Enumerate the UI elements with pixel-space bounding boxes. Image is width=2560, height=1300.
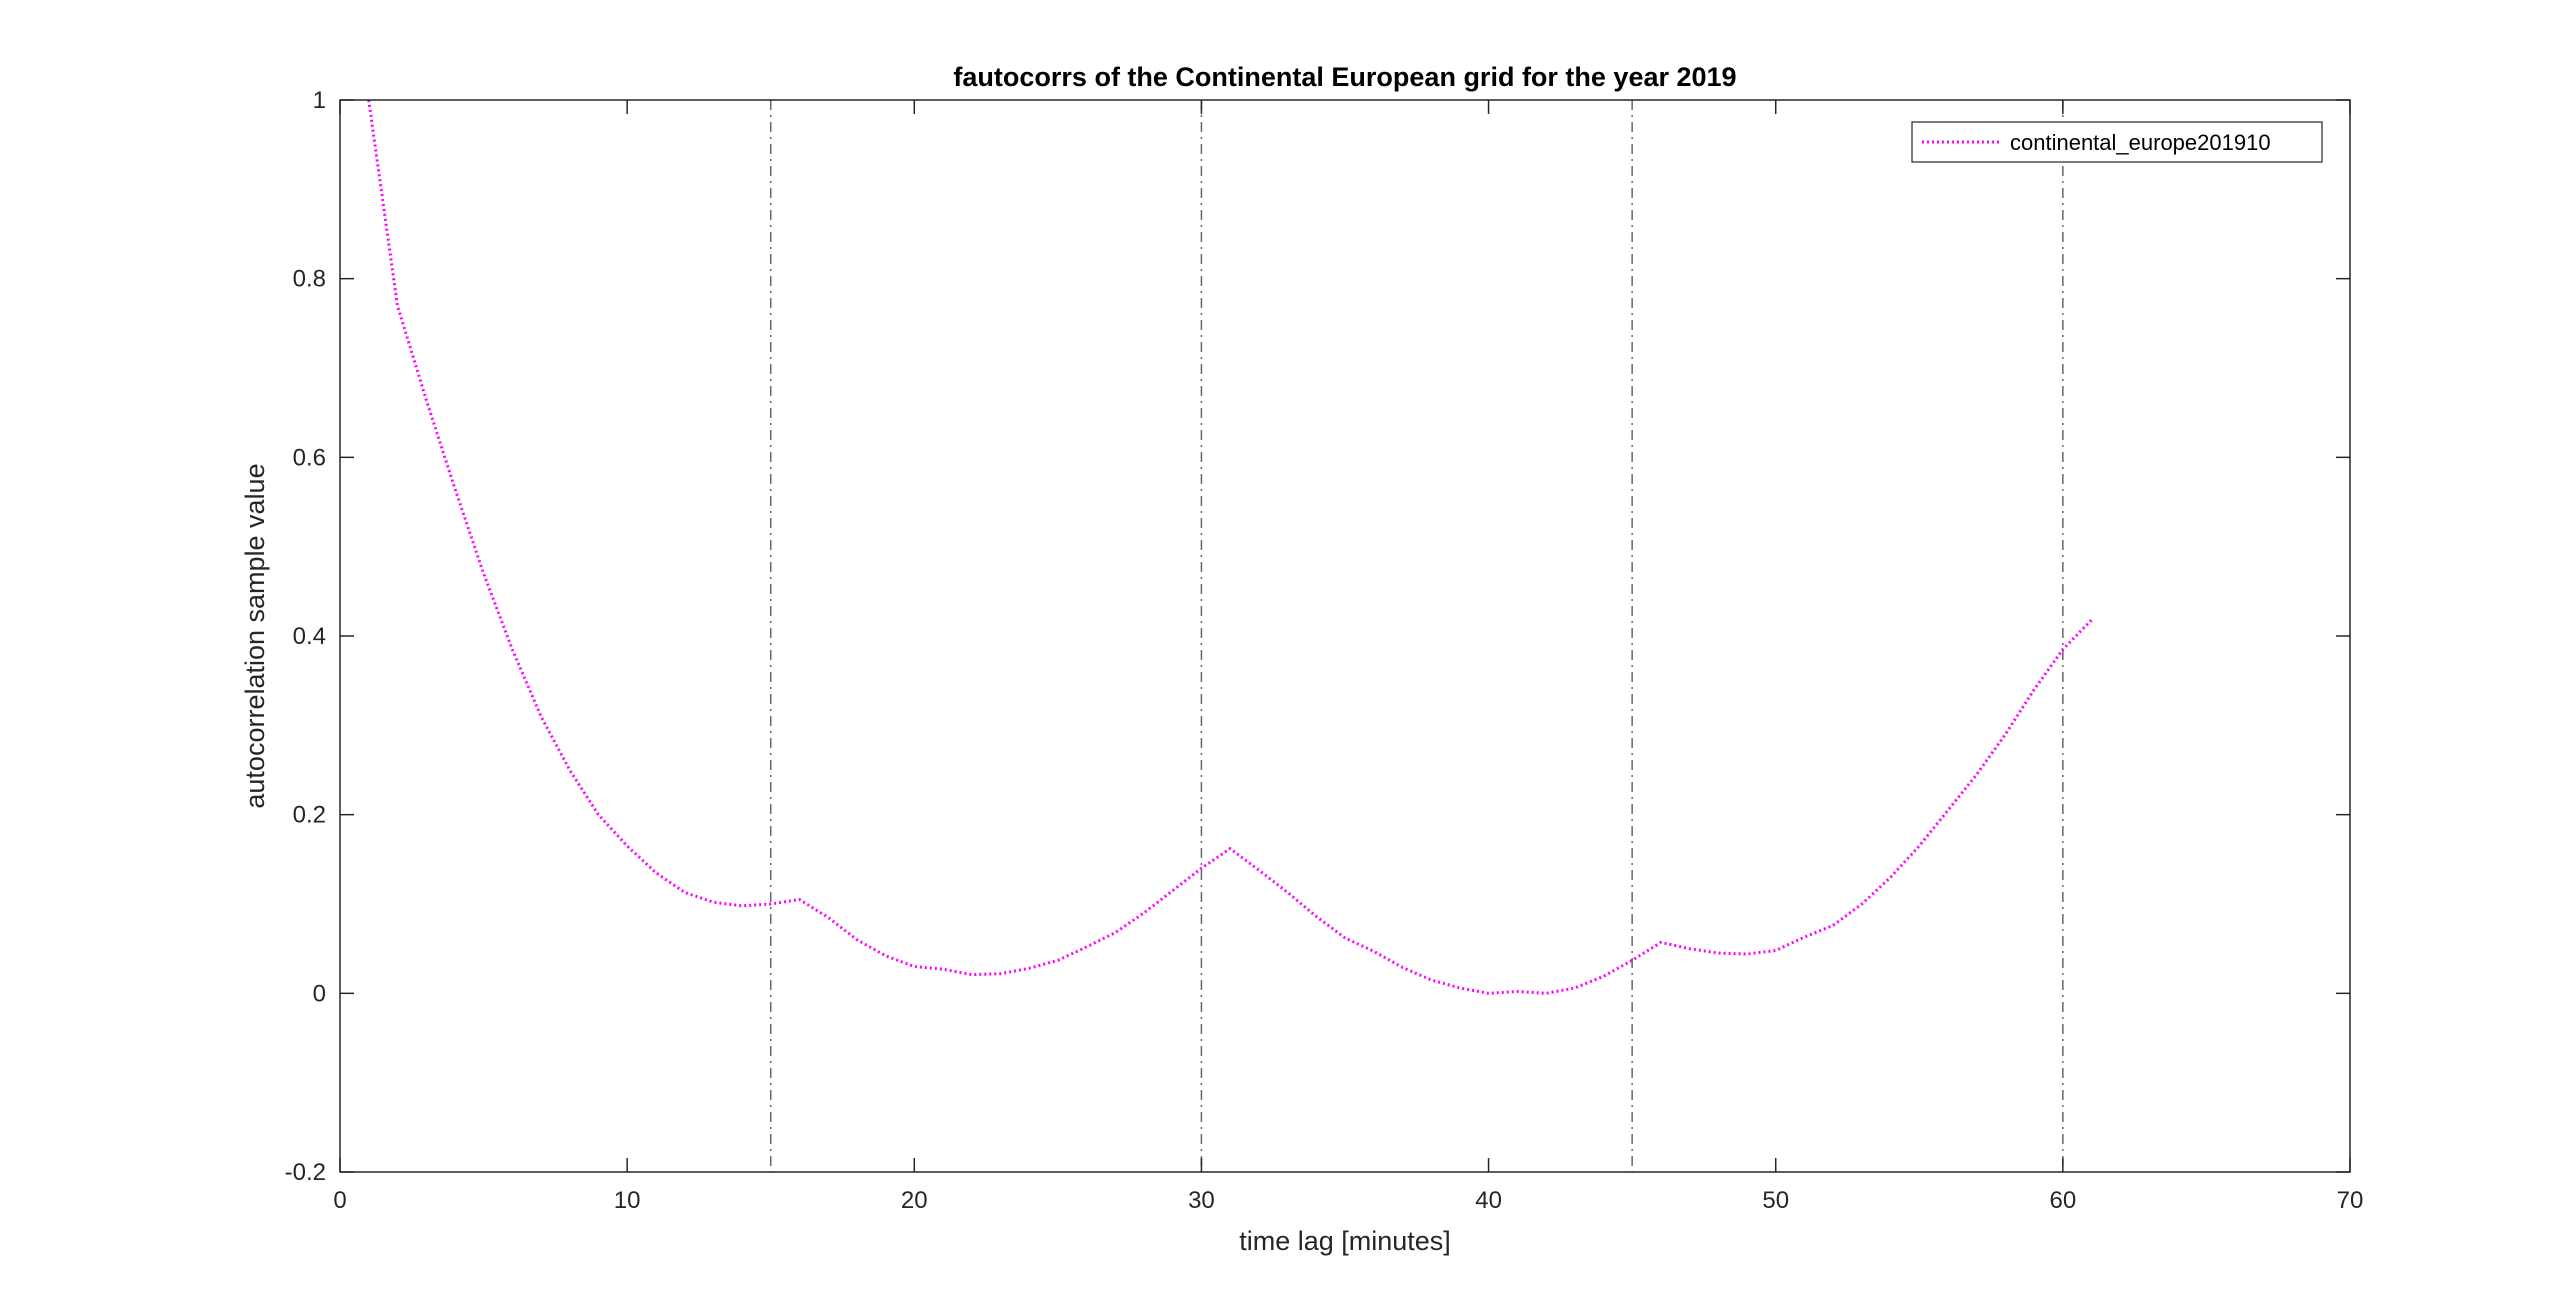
x-tick-label: 0 [333,1187,346,1214]
x-tick-label: 40 [1475,1187,1502,1214]
legend-box [1911,121,2323,163]
y-axis-label: autocorrelation sample value [240,463,270,808]
y-tick-label: 0.4 [293,623,326,650]
x-tick-label: 50 [1762,1187,1789,1214]
y-tick-label: 0 [313,980,326,1007]
legend-entry-label: continental_europe201910 [2010,130,2271,155]
plot-area [340,100,2350,1172]
y-tick-label: 1 [313,87,326,114]
series-layer [367,99,2093,995]
y-tick-label: 0.8 [293,266,326,293]
y-axis: -0.2 0 0.2 0.4 0.6 0.8 1 [285,87,2350,1186]
x-tick-label: 30 [1188,1187,1215,1214]
x-axis: 0 10 20 30 40 50 60 70 [333,100,2363,1214]
x-axis-label: time lag [minutes] [1239,1226,1451,1256]
x-tick-label: 70 [2337,1187,2364,1214]
y-tick-label: -0.2 [285,1159,326,1186]
legend: continental_europe201910 [1911,121,2323,163]
x-tick-label: 20 [901,1187,928,1214]
y-tick-label: 0.2 [293,802,326,829]
x-tick-label: 60 [2050,1187,2077,1214]
reference-lines [769,100,2064,1172]
series-line-0 [367,99,2093,995]
chart-title: fautocorrs of the Continental European g… [953,62,1736,92]
y-tick-label: 0.6 [293,444,326,471]
x-tick-label: 10 [614,1187,641,1214]
